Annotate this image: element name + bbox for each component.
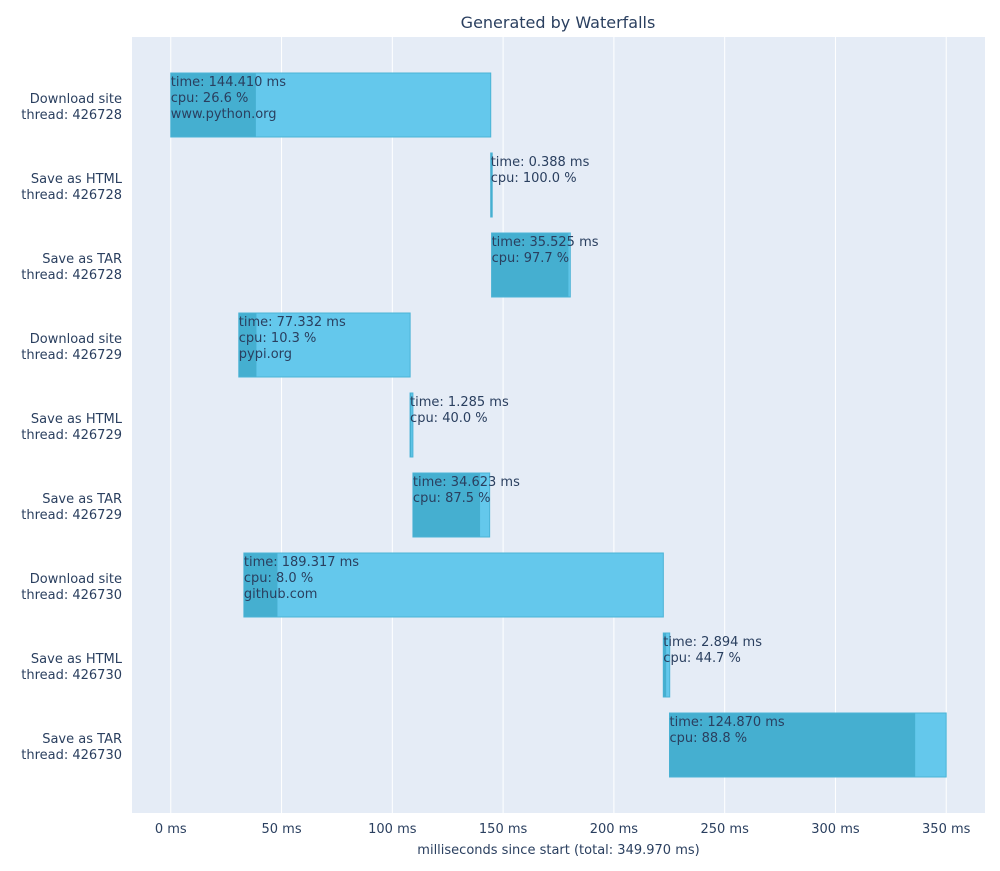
bar-annotation: www.python.org [171, 107, 277, 122]
bar-annotation: cpu: 88.8 % [670, 731, 748, 746]
x-tick-label: 100 ms [368, 822, 417, 837]
y-tick-thread: thread: 426730 [21, 588, 122, 603]
cpu-bar [412, 473, 481, 537]
y-tick-thread: thread: 426728 [21, 188, 122, 203]
cpu-bar [238, 313, 257, 377]
x-tick-label: 0 ms [155, 822, 187, 837]
x-axis-label: milliseconds since start (total: 349.970… [417, 843, 699, 858]
bar-annotation: cpu: 44.7 % [663, 651, 741, 666]
cpu-bar [490, 153, 493, 217]
x-tick-label: 250 ms [700, 822, 749, 837]
bar-annotation: cpu: 100.0 % [491, 171, 577, 186]
y-tick-thread: thread: 426729 [21, 348, 122, 363]
y-tick-label: Download site [30, 92, 122, 107]
cpu-bar [669, 713, 916, 777]
bar-annotation: cpu: 26.6 % [171, 91, 249, 106]
chart-title: Generated by Waterfalls [460, 13, 656, 32]
y-tick-thread: thread: 426728 [21, 268, 122, 283]
bar-annotation: cpu: 40.0 % [410, 411, 488, 426]
bar-annotation: time: 189.317 ms [244, 555, 359, 570]
y-tick-thread: thread: 426729 [21, 508, 122, 523]
cpu-bar [243, 553, 278, 617]
cpu-bar [491, 233, 569, 297]
y-tick-label: Download site [30, 332, 122, 347]
cpu-bar [663, 633, 667, 697]
bar-annotation: cpu: 8.0 % [244, 571, 313, 586]
bar-annotation: time: 2.894 ms [663, 635, 762, 650]
y-tick-label: Save as TAR [42, 252, 122, 267]
bar-annotation: time: 0.388 ms [491, 155, 590, 170]
y-tick-thread: thread: 426730 [21, 668, 122, 683]
bar-annotation: github.com [244, 587, 318, 602]
bar-annotation: cpu: 87.5 % [413, 491, 491, 506]
x-tick-label: 50 ms [261, 822, 301, 837]
bar-annotation: time: 1.285 ms [410, 395, 509, 410]
y-tick-thread: thread: 426728 [21, 108, 122, 123]
x-tick-label: 150 ms [479, 822, 528, 837]
y-tick-thread: thread: 426730 [21, 748, 122, 763]
bar-annotation: cpu: 97.7 % [492, 251, 570, 266]
bar-annotation: pypi.org [239, 347, 292, 362]
bar-annotation: cpu: 10.3 % [239, 331, 317, 346]
bar-annotation: time: 34.623 ms [413, 475, 520, 490]
y-tick-thread: thread: 426729 [21, 428, 122, 443]
y-tick-label: Save as HTML [31, 412, 123, 427]
bar-annotation: time: 77.332 ms [239, 315, 346, 330]
y-tick-label: Save as HTML [31, 652, 123, 667]
y-tick-label: Save as TAR [42, 492, 122, 507]
x-tick-label: 300 ms [811, 822, 860, 837]
cpu-bar [170, 73, 256, 137]
plot-area [132, 37, 985, 813]
bar-annotation: time: 144.410 ms [171, 75, 286, 90]
x-tick-label: 350 ms [922, 822, 971, 837]
y-tick-label: Save as HTML [31, 172, 123, 187]
bar-annotation: time: 124.870 ms [670, 715, 785, 730]
bar-annotation: time: 35.525 ms [492, 235, 599, 250]
y-tick-label: Download site [30, 572, 122, 587]
y-tick-label: Save as TAR [42, 732, 122, 747]
task-bar [238, 312, 411, 378]
cpu-bar [410, 393, 412, 457]
x-tick-label: 200 ms [590, 822, 639, 837]
